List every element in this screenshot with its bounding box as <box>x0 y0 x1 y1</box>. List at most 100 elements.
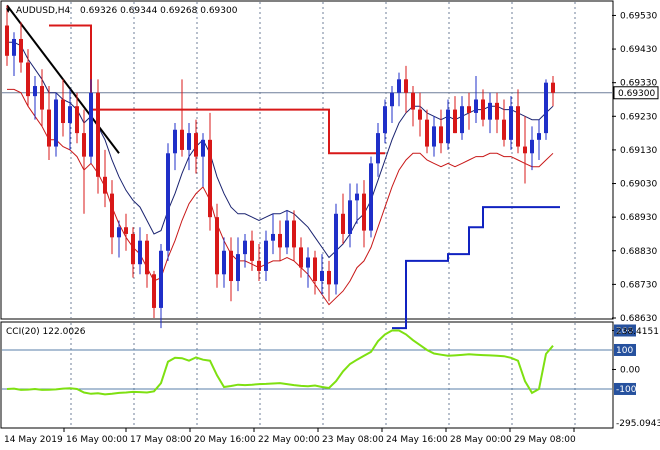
candle[interactable] <box>187 123 191 171</box>
candle[interactable] <box>341 193 345 245</box>
candle[interactable] <box>523 116 527 184</box>
candle-body <box>215 217 219 275</box>
candle[interactable] <box>551 75 555 107</box>
candle[interactable] <box>138 227 142 275</box>
candle[interactable] <box>432 116 436 157</box>
candle-body <box>530 139 534 154</box>
candle[interactable] <box>292 210 296 261</box>
candle[interactable] <box>537 119 541 160</box>
candle[interactable] <box>530 126 534 171</box>
candle[interactable] <box>474 75 478 124</box>
candle[interactable] <box>467 92 471 130</box>
candle[interactable] <box>243 233 247 268</box>
candle[interactable] <box>61 79 65 137</box>
candle[interactable] <box>124 213 128 251</box>
candle[interactable] <box>89 79 93 164</box>
candle[interactable] <box>103 149 107 208</box>
candle[interactable] <box>180 79 184 157</box>
candle-body <box>551 82 555 93</box>
candle[interactable] <box>327 260 331 302</box>
candle-layer[interactable] <box>5 5 555 329</box>
candle[interactable] <box>82 109 86 214</box>
candle[interactable] <box>201 133 205 187</box>
candle[interactable] <box>299 237 303 278</box>
candle[interactable] <box>460 96 464 140</box>
candle[interactable] <box>481 89 485 127</box>
price-tick-label: 0.68830 <box>620 247 657 257</box>
candle[interactable] <box>320 254 324 295</box>
candle[interactable] <box>40 69 44 127</box>
candle-body <box>5 25 9 56</box>
candle[interactable] <box>236 237 240 292</box>
candle[interactable] <box>495 92 499 134</box>
candle[interactable] <box>159 244 163 329</box>
cci-level-label: 0.00 <box>620 365 640 375</box>
candle[interactable] <box>145 233 149 288</box>
candle[interactable] <box>110 180 114 255</box>
candle[interactable] <box>334 203 338 295</box>
candle[interactable] <box>446 99 450 150</box>
x-axis-label: 28 May 00:00 <box>450 435 512 445</box>
candle[interactable] <box>425 109 429 154</box>
candle[interactable] <box>397 72 401 107</box>
candle[interactable] <box>278 220 282 261</box>
candle-body <box>271 233 275 241</box>
candle-body <box>103 176 107 194</box>
candle[interactable] <box>516 89 520 154</box>
candle[interactable] <box>264 230 268 282</box>
candle[interactable] <box>257 244 261 282</box>
candle[interactable] <box>68 89 72 150</box>
candle[interactable] <box>173 123 177 171</box>
candle[interactable] <box>376 123 380 177</box>
candle[interactable] <box>544 79 548 140</box>
candle[interactable] <box>19 22 23 73</box>
candle[interactable] <box>33 75 37 120</box>
candle[interactable] <box>411 86 415 127</box>
candle[interactable] <box>313 250 317 295</box>
candle[interactable] <box>131 227 135 278</box>
candle[interactable] <box>502 99 506 147</box>
cci-max-label: 238.4151 <box>616 327 659 337</box>
candle[interactable] <box>355 183 359 224</box>
candle[interactable] <box>369 156 373 238</box>
candle[interactable] <box>453 96 457 134</box>
candle[interactable] <box>509 96 513 150</box>
candle[interactable] <box>75 92 79 144</box>
candle[interactable] <box>47 86 51 160</box>
candle[interactable] <box>306 247 310 288</box>
candle[interactable] <box>117 220 121 258</box>
candle[interactable] <box>96 79 100 194</box>
x-axis-label: 14 May 2019 <box>4 435 63 445</box>
candle[interactable] <box>26 49 30 107</box>
candle-body <box>313 257 317 282</box>
candle[interactable] <box>12 32 16 76</box>
candle[interactable] <box>5 5 9 66</box>
candle[interactable] <box>166 143 170 261</box>
candle[interactable] <box>222 237 226 288</box>
candle-body <box>432 126 436 147</box>
candle[interactable] <box>383 99 387 144</box>
candle[interactable] <box>404 65 408 113</box>
candle[interactable] <box>229 237 233 302</box>
candle[interactable] <box>215 203 219 288</box>
axis-layer: 0.69530 0.69430 0.69330 0.69230 0.69130 0.690… <box>4 11 660 445</box>
candle[interactable] <box>362 180 366 248</box>
candle[interactable] <box>250 230 254 271</box>
candle[interactable] <box>152 270 156 318</box>
price-tick-label: 0.68930 <box>620 213 657 223</box>
candle-body <box>201 139 205 157</box>
candle[interactable] <box>285 210 289 255</box>
candle[interactable] <box>390 86 394 124</box>
candle[interactable] <box>208 112 212 231</box>
candle[interactable] <box>439 109 443 154</box>
candle[interactable] <box>488 92 492 134</box>
candle-body <box>320 270 324 282</box>
candle[interactable] <box>54 92 58 157</box>
candle[interactable] <box>194 119 198 174</box>
candle-body <box>278 233 282 248</box>
candle-body <box>194 133 198 157</box>
candle-body <box>439 126 443 144</box>
candle[interactable] <box>271 213 275 255</box>
candle[interactable] <box>348 183 352 248</box>
candle[interactable] <box>418 92 422 137</box>
